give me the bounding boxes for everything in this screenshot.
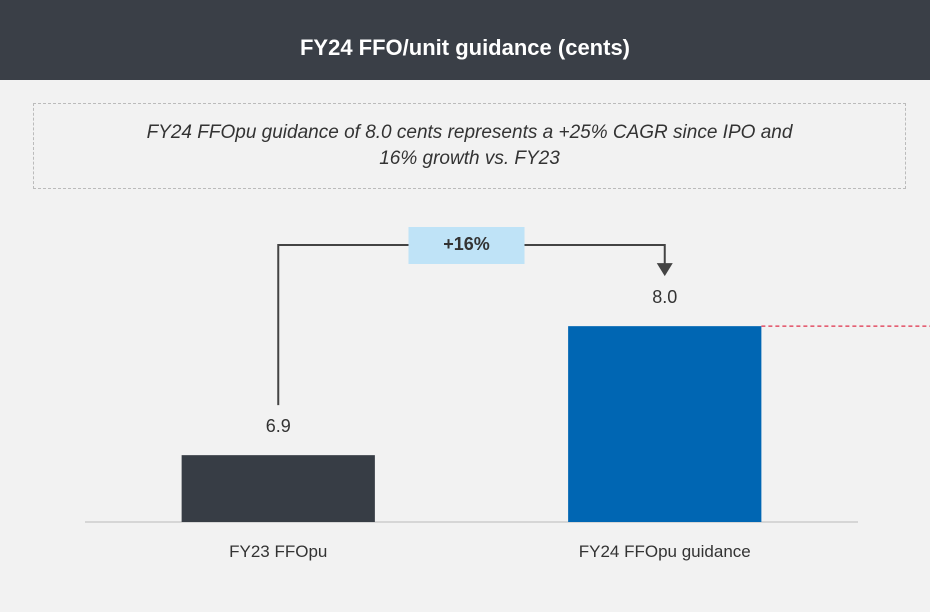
value-label: 8.0: [652, 287, 677, 307]
subtitle: FY24 FFOpu guidance of 8.0 cents represe…: [146, 122, 793, 169]
annotation-box: [408, 227, 525, 264]
bar: [568, 326, 762, 522]
chart-title: FY24 FFO/unit guidance (cents): [0, 0, 930, 80]
x-tick-label: FY24 FFOpu guidance: [578, 542, 751, 561]
value-label: 6.9: [266, 416, 291, 436]
annotation: +16%: [443, 234, 490, 254]
bar: [181, 455, 375, 522]
x-tick-label: FY23 FFOpu: [229, 542, 328, 561]
arrow-head: [656, 263, 673, 277]
subtitle-box: FY24 FFOpu guidance of 8.0 cents represe…: [33, 103, 906, 189]
